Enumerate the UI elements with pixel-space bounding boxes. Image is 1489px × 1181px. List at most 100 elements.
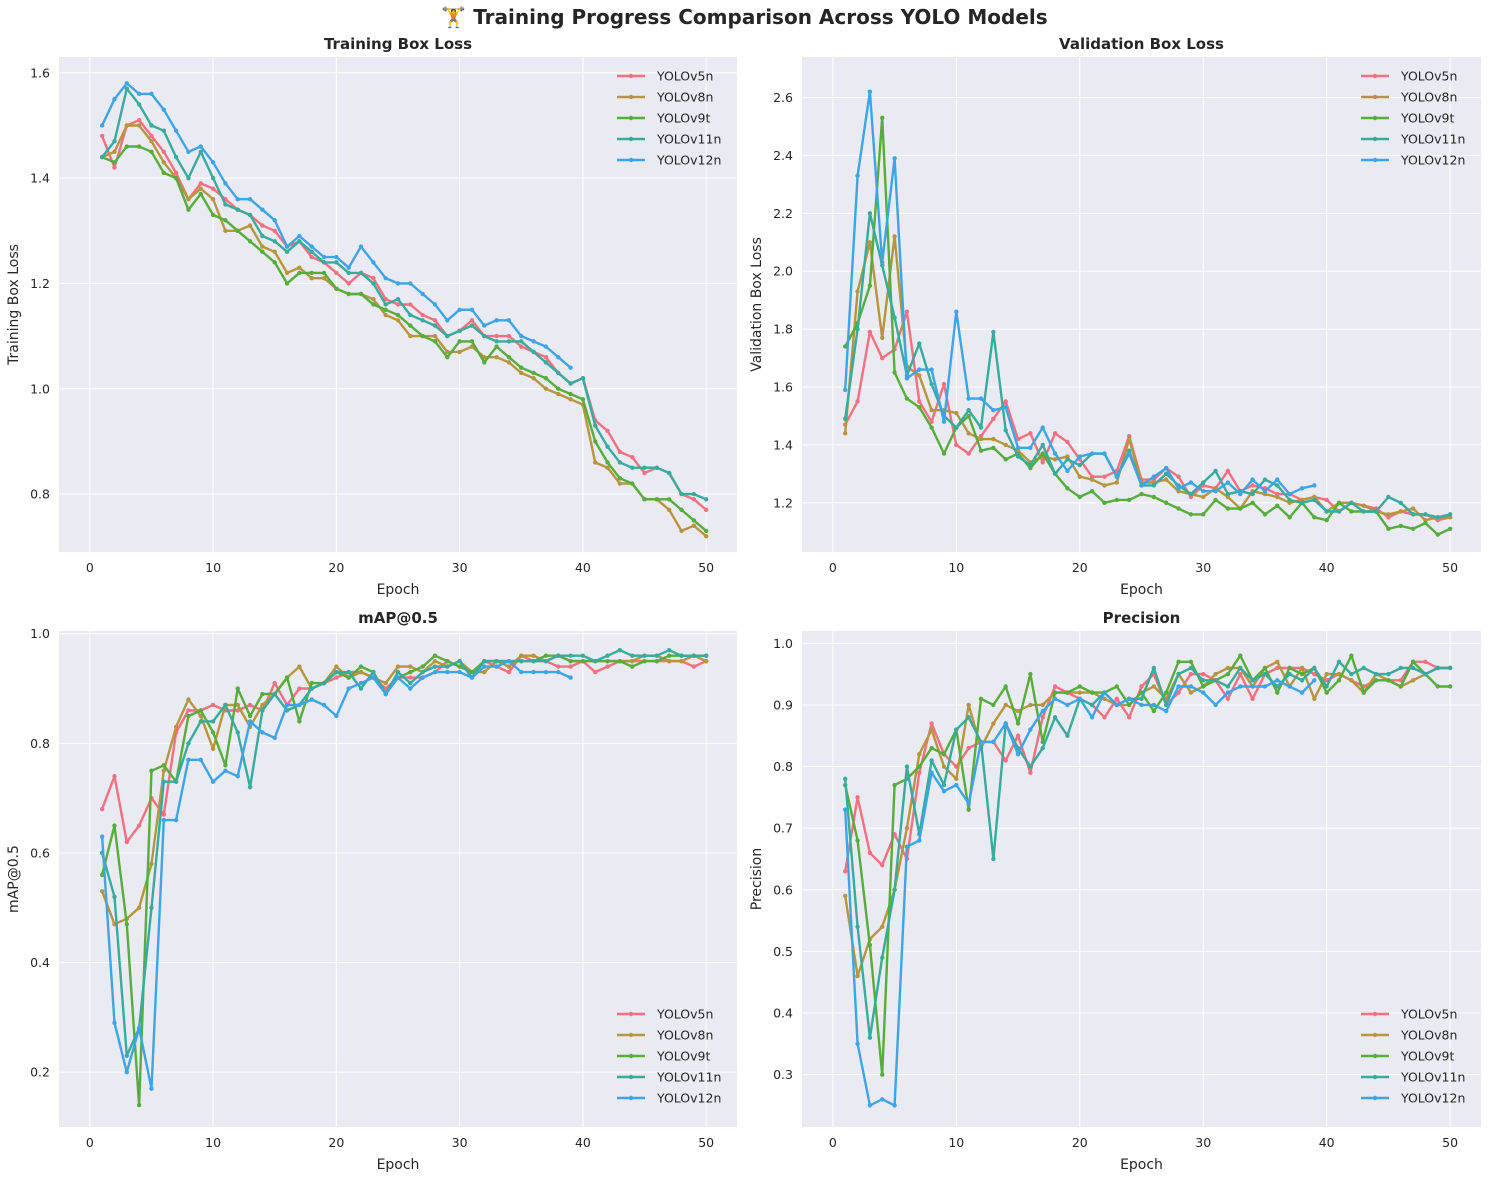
- legend-marker-yolov12n: [1372, 157, 1378, 163]
- data-point-yolov12n: [457, 307, 462, 312]
- data-point-yolov8n: [1225, 665, 1231, 671]
- data-point-yolov5n: [186, 708, 191, 713]
- data-point-yolov12n: [494, 318, 499, 323]
- data-point-yolov12n: [272, 218, 277, 223]
- data-point-yolov5n: [309, 254, 314, 260]
- data-point-yolov9t: [929, 745, 934, 751]
- data-point-yolov9t: [99, 872, 105, 878]
- data-point-yolov5n: [1040, 460, 1045, 465]
- data-point-yolov5n: [593, 669, 598, 675]
- data-point-yolov12n: [297, 233, 302, 239]
- data-point-yolov9t: [605, 460, 610, 465]
- data-point-yolov5n: [642, 470, 647, 476]
- data-point-yolov5n: [1238, 671, 1243, 677]
- data-point-yolov5n: [929, 419, 934, 424]
- data-point-yolov9t: [1435, 684, 1440, 689]
- data-point-yolov8n: [1102, 696, 1107, 701]
- data-point-yolov5n: [469, 318, 475, 323]
- data-point-yolov9t: [247, 239, 253, 244]
- data-point-yolov9t: [1151, 494, 1157, 500]
- x-tick-label: 50: [698, 1135, 714, 1150]
- data-point-yolov9t: [334, 286, 339, 291]
- data-point-yolov11n: [346, 669, 351, 675]
- data-point-yolov11n: [642, 653, 647, 658]
- data-point-yolov9t: [667, 653, 672, 658]
- data-point-yolov9t: [1176, 659, 1181, 665]
- data-point-yolov11n: [482, 333, 487, 339]
- data-point-yolov8n: [186, 196, 191, 202]
- data-point-yolov12n: [543, 344, 549, 349]
- data-point-yolov12n: [1139, 483, 1144, 488]
- data-point-yolov11n: [1139, 696, 1144, 701]
- data-point-yolov12n: [173, 128, 179, 133]
- data-point-yolov8n: [1003, 702, 1008, 708]
- x-tick-label: 10: [205, 1135, 221, 1150]
- data-point-yolov12n: [395, 281, 401, 286]
- data-point-yolov9t: [892, 370, 897, 375]
- data-point-yolov12n: [978, 396, 984, 401]
- x-tick-label: 40: [575, 1135, 591, 1150]
- data-point-yolov12n: [1052, 451, 1058, 456]
- legend-label-yolov12n: YOLOv12n: [1400, 153, 1465, 168]
- data-point-yolov8n: [1077, 690, 1082, 695]
- data-point-yolov5n: [420, 312, 425, 318]
- legend-marker-yolov9t: [1372, 1053, 1378, 1059]
- data-point-yolov12n: [223, 181, 228, 186]
- data-point-yolov5n: [1139, 684, 1144, 689]
- data-point-yolov9t: [543, 653, 549, 658]
- data-point-yolov12n: [99, 123, 105, 128]
- data-point-yolov9t: [1176, 506, 1181, 511]
- data-point-yolov8n: [395, 318, 401, 323]
- data-point-yolov5n: [1225, 696, 1231, 701]
- data-point-yolov8n: [954, 410, 959, 416]
- data-point-yolov9t: [1398, 523, 1403, 529]
- data-point-yolov12n: [321, 702, 327, 708]
- data-point-yolov8n: [445, 349, 450, 355]
- data-point-yolov12n: [469, 675, 475, 680]
- data-point-yolov11n: [1447, 512, 1453, 517]
- chart-map50: 0 10 20 30 40 50 0.2 0.4 0.6 0.8 1.0 mAP@0.5 Epoch mA…: [6, 609, 737, 1173]
- legend: YOLOv5n YOLOv8n YOLOv9t YOLOv11n YOLOv12n: [1361, 1007, 1465, 1106]
- data-point-yolov9t: [904, 396, 910, 401]
- data-point-yolov12n: [260, 207, 265, 212]
- data-point-yolov8n: [929, 727, 934, 732]
- data-point-yolov5n: [1225, 468, 1231, 474]
- data-point-yolov12n: [1028, 727, 1033, 732]
- legend-label-yolov11n: YOLOv11n: [656, 132, 721, 147]
- data-point-yolov12n: [1003, 405, 1008, 410]
- data-point-yolov11n: [445, 333, 450, 339]
- data-point-yolov12n: [198, 757, 203, 762]
- chart-precision: 0 10 20 30 40 50 0.3 0.4 0.5 0.6 0.7 0.8 0.9 1.0 Preci…: [749, 609, 1481, 1173]
- data-point-yolov11n: [420, 318, 425, 323]
- data-point-yolov12n: [334, 254, 339, 260]
- data-point-yolov8n: [173, 724, 179, 730]
- data-point-yolov12n: [173, 817, 179, 823]
- data-point-yolov5n: [1040, 715, 1045, 720]
- data-point-yolov9t: [966, 807, 971, 812]
- y-tick-label: 1.0: [30, 381, 50, 396]
- data-point-yolov9t: [1386, 678, 1391, 683]
- data-point-yolov11n: [136, 102, 142, 107]
- data-point-yolov12n: [1151, 474, 1157, 479]
- data-point-yolov9t: [112, 823, 117, 828]
- data-point-yolov9t: [1410, 659, 1416, 665]
- data-point-yolov5n: [260, 223, 265, 228]
- data-point-yolov12n: [161, 817, 166, 823]
- y-tick-label: 2.4: [773, 148, 793, 163]
- data-point-yolov8n: [494, 354, 499, 360]
- data-point-yolov8n: [432, 658, 438, 664]
- data-point-yolov5n: [1324, 497, 1329, 503]
- data-point-yolov5n: [954, 442, 959, 448]
- data-point-yolov12n: [1028, 445, 1033, 450]
- data-point-yolov11n: [149, 123, 154, 128]
- legend-marker-yolov11n: [628, 136, 634, 142]
- data-point-yolov11n: [161, 779, 166, 784]
- data-point-yolov9t: [917, 405, 922, 410]
- data-point-yolov8n: [929, 407, 934, 413]
- chart-training-box-loss: 0 10 20 30 40 50 0.8 1.0 1.2 1.4 1.6 Training Box L…: [6, 35, 737, 598]
- data-point-yolov5n: [408, 675, 413, 680]
- legend-marker-yolov11n: [628, 1074, 634, 1080]
- data-point-yolov11n: [917, 341, 922, 346]
- data-point-yolov12n: [568, 675, 573, 680]
- data-point-yolov5n: [617, 449, 623, 455]
